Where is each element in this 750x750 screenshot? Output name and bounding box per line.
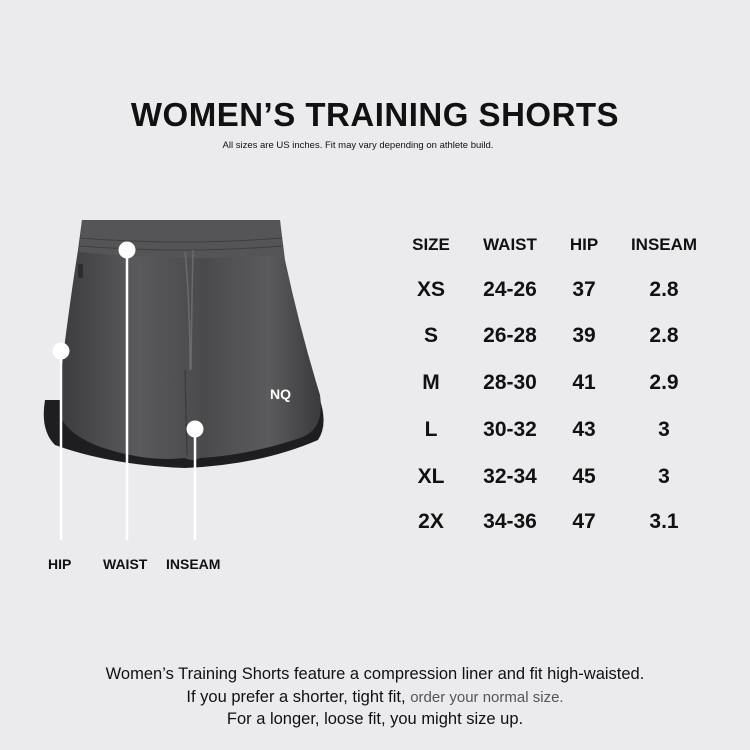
cell-waist: 26-28 [483,324,537,347]
cell-size: 2X [418,510,444,533]
footer-line-3: For a longer, loose fit, you might size … [226,710,524,728]
cell-hip: 41 [572,371,596,394]
footer-line-1: Women’s Training Shorts feature a compre… [105,665,645,683]
label-waist: WAIST [103,556,148,572]
cell-hip: 47 [572,510,596,533]
cell-hip: 37 [572,278,596,301]
waist-marker [118,241,136,540]
cell-inseam: 2.9 [649,371,679,394]
table-row: M 28-30 41 2.9 [390,371,710,401]
cell-waist: 28-30 [483,371,537,394]
table-row: L 30-32 43 3 [390,418,710,448]
cell-hip: 43 [572,418,596,441]
cell-inseam: 3 [658,418,670,441]
cell-inseam: 3 [658,465,670,488]
table-row: XS 24-26 37 2.8 [390,278,710,308]
header-size: SIZE [412,235,450,254]
center-seam [184,369,188,456]
cell-size: L [424,418,438,441]
drawstring [184,249,194,371]
footer-line-2b: order your normal size. [410,689,564,706]
cell-size: XS [416,278,446,301]
logo: NQ [270,386,291,402]
cell-waist: 30-32 [483,418,537,441]
pocket-tab [78,264,83,278]
page-title: WOMEN’S TRAINING SHORTS [130,96,620,133]
table-row: XL 32-34 45 3 [390,465,710,495]
inseam-marker [186,420,204,540]
cell-hip: 39 [572,324,596,347]
waistband-seams [79,237,284,251]
subtitle: All sizes are US inches. Fit may vary de… [222,140,494,151]
cell-waist: 34-36 [483,510,537,533]
label-inseam: INSEAM [166,556,221,572]
cell-size: XL [417,465,445,488]
header-waist: WAIST [483,235,537,254]
waistband [79,220,283,258]
label-hip: HIP [48,556,72,572]
cell-hip: 45 [572,465,596,488]
cell-waist: 24-26 [483,278,537,301]
cell-size: M [422,371,440,394]
hip-marker [52,342,70,540]
cell-size: S [423,324,439,347]
cell-inseam: 2.8 [649,324,679,347]
table-row: S 26-28 39 2.8 [390,324,710,354]
cell-inseam: 2.8 [649,278,679,301]
footer-line-2: If you prefer a shorter, tight fit, orde… [0,688,750,707]
cell-inseam: 3.1 [649,510,679,533]
footer-line-2a: If you prefer a shorter, tight fit, [186,688,406,706]
header-inseam: INSEAM [630,235,698,254]
cell-waist: 32-34 [483,465,537,488]
shorts-diagram: NQ [43,220,324,540]
table-header: SIZE WAIST HIP INSEAM [390,235,710,265]
header-hip: HIP [569,235,599,254]
table-row: 2X 34-36 47 3.1 [390,510,710,540]
